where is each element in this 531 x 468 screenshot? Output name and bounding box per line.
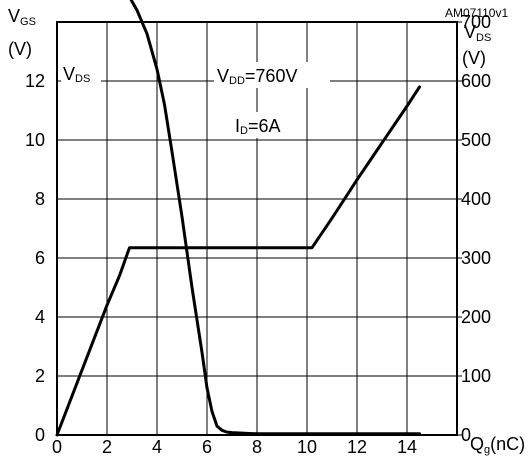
vgs-series-line <box>55 85 421 437</box>
y-right-tick-label: 300 <box>461 248 491 268</box>
y-left-tick-label: 0 <box>35 425 45 445</box>
y-left-tick-label: 2 <box>35 366 45 386</box>
y-left-tick-label: 8 <box>35 189 45 209</box>
y-left-unit: (V) <box>8 39 32 59</box>
x-tick-label: 10 <box>297 437 317 457</box>
y-left-tick-label: 4 <box>35 307 45 327</box>
x-axis-label: Qg(nC) <box>470 434 525 456</box>
y-right-tick-label: 700 <box>461 12 491 32</box>
y-right-label: VDS <box>464 22 491 44</box>
vds-label-bg <box>61 60 101 82</box>
x-tick-label: 2 <box>102 437 112 457</box>
y-right-unit: (V) <box>462 48 486 68</box>
x-tick-label: 6 <box>202 437 212 457</box>
x-tick-label: 14 <box>397 437 417 457</box>
y-right-tick-label: 0 <box>461 425 471 445</box>
x-tick-label: 12 <box>347 437 367 457</box>
vdd-annotation-bg <box>214 62 330 88</box>
vds-series-line <box>129 0 421 436</box>
x-tick-label: 8 <box>252 437 262 457</box>
y-left-tick-label: 10 <box>25 130 45 150</box>
vds-curve-label: VDS <box>63 64 90 85</box>
y-right-tick-label: 200 <box>461 307 491 327</box>
vdd-annotation: VDD=760V <box>217 66 297 87</box>
y-left-tick-labels: 0 2 4 6 8 10 12 <box>25 71 45 445</box>
y-left-label: VGS <box>8 6 36 28</box>
y-right-tick-label: 100 <box>461 366 491 386</box>
x-tick-labels: 0 2 4 6 8 10 12 14 <box>52 437 417 457</box>
x-tick-label: 0 <box>52 437 62 457</box>
y-right-tick-label: 600 <box>461 71 491 91</box>
x-tick-label: 4 <box>152 437 162 457</box>
y-right-tick-label: 500 <box>461 130 491 150</box>
id-annotation-bg <box>232 112 302 138</box>
y-left-tick-label: 12 <box>25 71 45 91</box>
figure-id-tag: AM07110v1 <box>445 6 508 20</box>
id-annotation: ID=6A <box>235 116 281 137</box>
y-right-tick-labels: 0 100 200 300 400 500 600 700 <box>457 12 491 445</box>
y-right-tick-label: 400 <box>461 189 491 209</box>
chart-series <box>55 0 421 437</box>
y-left-tick-label: 6 <box>35 248 45 268</box>
plot-frame <box>56 21 458 436</box>
